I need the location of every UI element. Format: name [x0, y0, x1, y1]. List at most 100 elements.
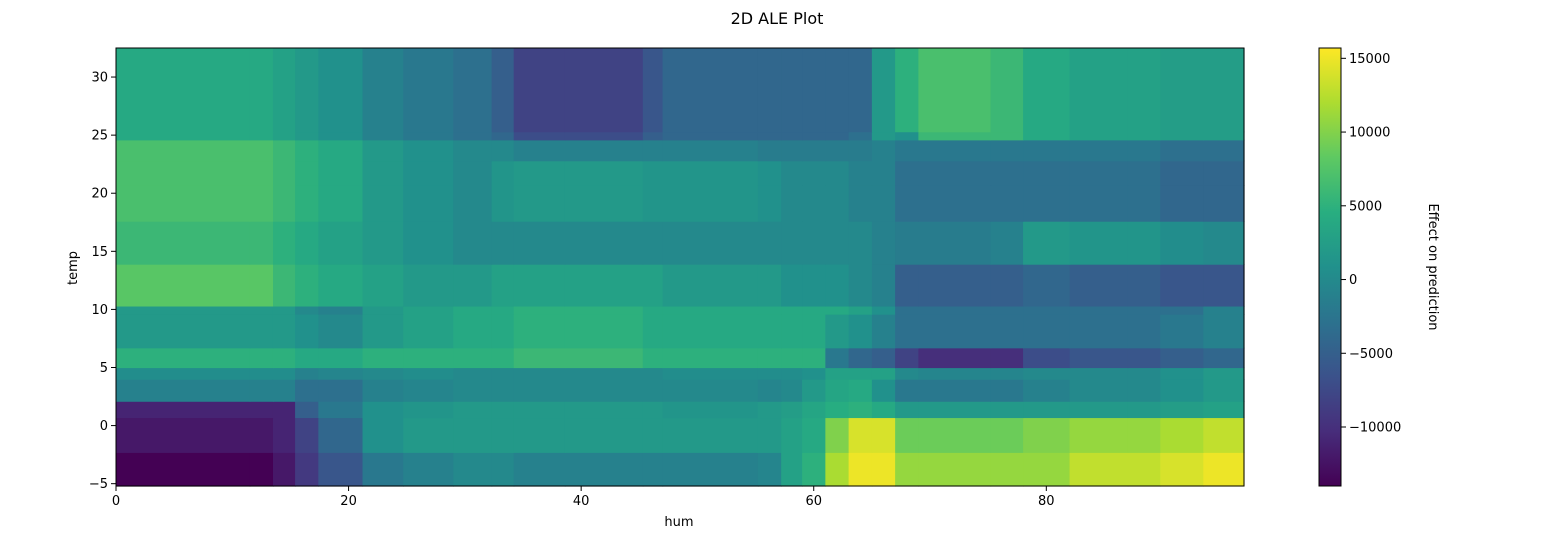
heatmap-cell — [990, 221, 1024, 265]
heatmap-cell — [848, 131, 873, 141]
heatmap-cell — [871, 401, 896, 419]
heatmap-cell — [1023, 160, 1071, 186]
heatmap-cell — [848, 347, 873, 369]
heatmap-cell — [895, 264, 919, 307]
heatmap-cell — [116, 401, 251, 419]
heatmap-cell — [249, 131, 274, 141]
heatmap-cell — [757, 401, 782, 419]
heatmap-cell — [990, 264, 1024, 307]
heatmap-cell — [491, 264, 515, 307]
heatmap-cell — [848, 160, 873, 186]
heatmap-cell — [362, 401, 404, 419]
heatmap-cell — [895, 417, 919, 453]
heatmap-cell — [825, 379, 850, 402]
heatmap-cell — [564, 264, 644, 307]
heatmap-cell — [362, 160, 404, 186]
heatmap-cell — [116, 221, 251, 265]
heatmap-cell — [403, 379, 454, 402]
heatmap-cell — [513, 131, 566, 141]
heatmap-cell — [116, 264, 251, 307]
heatmap-cell — [295, 401, 319, 419]
heatmap-cell — [318, 367, 364, 380]
heatmap-cell — [116, 314, 251, 349]
heatmap-cell — [662, 401, 759, 419]
heatmap-cell — [362, 48, 404, 133]
heatmap-cell — [848, 379, 873, 402]
heatmap-cell — [1127, 48, 1161, 133]
heatmap-cell — [1160, 48, 1204, 133]
heatmap-cell — [1069, 185, 1129, 222]
heatmap-cell — [918, 139, 992, 162]
heatmap-cell — [757, 367, 782, 380]
heatmap-cell — [825, 452, 850, 487]
heatmap-cell — [1023, 452, 1071, 487]
heatmap-cell — [362, 367, 404, 380]
heatmap-cell — [848, 264, 873, 307]
heatmap-cell — [662, 314, 759, 349]
heatmap-cell — [362, 221, 404, 265]
heatmap-cell — [825, 314, 850, 349]
heatmap-cell — [272, 264, 296, 307]
heatmap-cell — [871, 221, 896, 265]
heatmap-cell — [403, 452, 454, 487]
heatmap-cell — [918, 314, 992, 349]
heatmap-cell — [990, 367, 1024, 380]
colorbar-tick-label: −10000 — [1349, 421, 1401, 436]
heatmap-cell — [1127, 160, 1161, 186]
heatmap-cell — [802, 264, 826, 307]
heatmap-cell — [662, 221, 759, 265]
heatmap-cell — [642, 139, 664, 162]
heatmap-cell — [491, 160, 515, 186]
heatmap-cell — [1160, 367, 1204, 380]
heatmap-cell — [362, 379, 404, 402]
heatmap-cell — [453, 417, 493, 453]
heatmap-cell — [453, 401, 493, 419]
heatmap-cell — [990, 417, 1024, 453]
heatmap-cell — [757, 139, 782, 162]
heatmap-cell — [491, 48, 515, 133]
heatmap-cell — [1160, 347, 1204, 369]
heatmap-cell — [1203, 347, 1245, 369]
heatmap-cell — [272, 417, 296, 453]
heatmap-cell — [662, 48, 759, 133]
heatmap-cell — [848, 367, 873, 380]
heatmap-cell — [403, 417, 454, 453]
heatmap-cell — [1203, 131, 1245, 141]
heatmap-cell — [249, 48, 274, 133]
heatmap-cell — [895, 401, 919, 419]
heatmap-cell — [116, 305, 251, 315]
plot-frame — [115, 47, 1245, 487]
heatmap-cell — [1160, 452, 1204, 487]
heatmap-cell — [403, 305, 454, 315]
heatmap-cell — [895, 131, 919, 141]
heatmap-cell — [757, 452, 782, 487]
colorbar-tick-label: 0 — [1349, 273, 1357, 288]
heatmap-cell — [757, 160, 782, 186]
heatmap-cell — [895, 347, 919, 369]
heatmap-cell — [802, 379, 826, 402]
heatmap-cell — [802, 417, 826, 453]
heatmap-cell — [1127, 452, 1161, 487]
heatmap-cell — [564, 139, 644, 162]
heatmap-cell — [295, 160, 319, 186]
heatmap-cell — [757, 305, 782, 315]
heatmap-cell — [1127, 379, 1161, 402]
heatmap-cell — [513, 185, 566, 222]
heatmap-cell — [1160, 379, 1204, 402]
heatmap-cell — [295, 264, 319, 307]
heatmap-cell — [990, 185, 1024, 222]
heatmap-cell — [757, 379, 782, 402]
heatmap-cell — [318, 48, 364, 133]
heatmap-cell — [990, 48, 1024, 133]
heatmap-cell — [513, 452, 566, 487]
heatmap-cell — [642, 347, 664, 369]
heatmap-cell — [918, 401, 992, 419]
heatmap-cell — [1160, 314, 1204, 349]
heatmap-cell — [990, 314, 1024, 349]
heatmap-cell — [1203, 417, 1245, 453]
heatmap-cell — [871, 264, 896, 307]
heatmap-cell — [1160, 264, 1204, 307]
heatmap-cell — [295, 139, 319, 162]
heatmap-cell — [362, 452, 404, 487]
heatmap-cell — [1023, 48, 1071, 133]
